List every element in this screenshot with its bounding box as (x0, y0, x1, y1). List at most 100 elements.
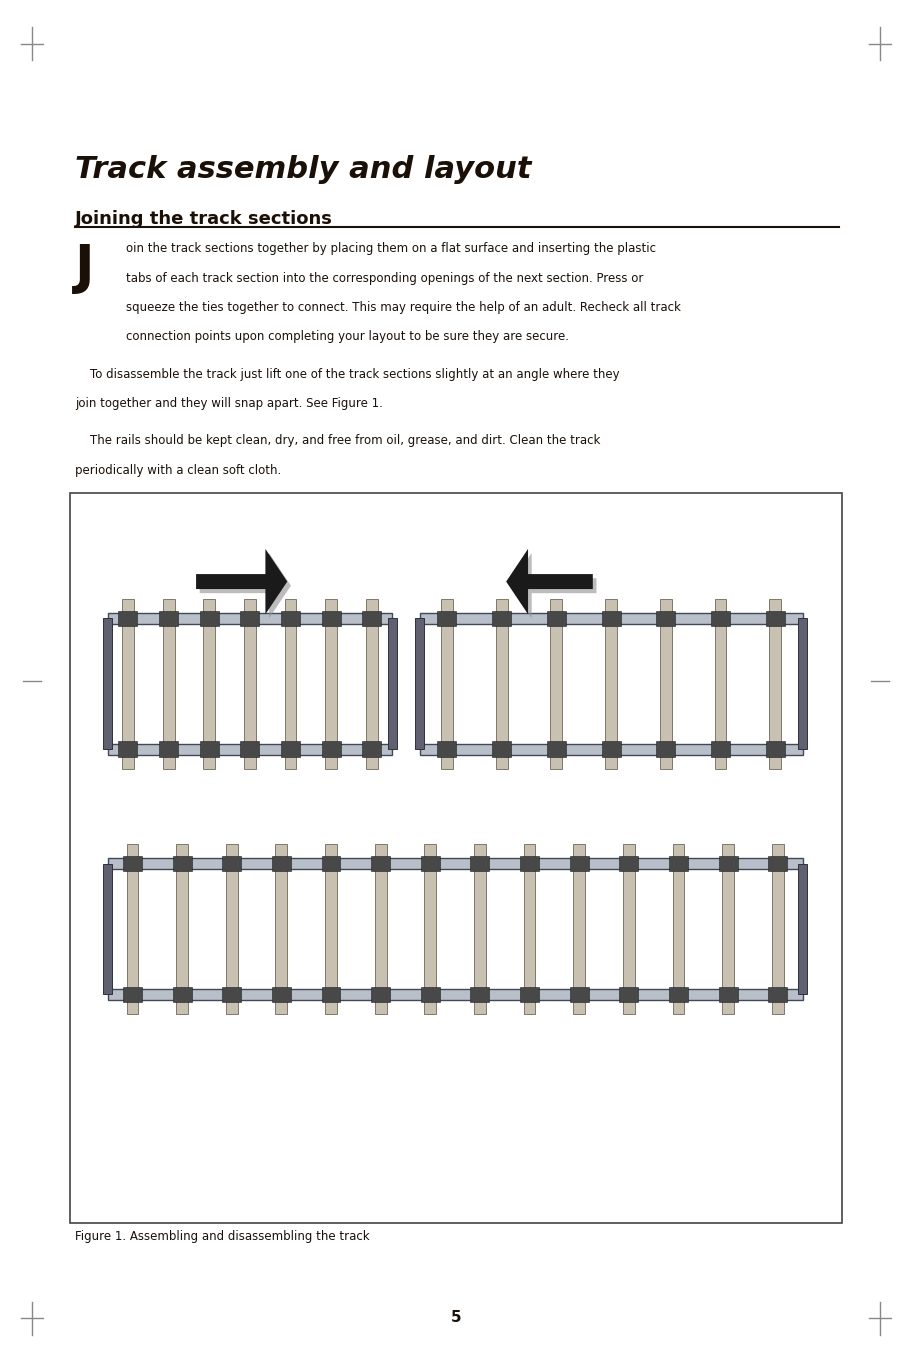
Bar (660, 599, 670, 768)
Bar (519, 986, 538, 1002)
Bar (420, 855, 439, 872)
Text: tabs of each track section into the corresponding openings of the next section. : tabs of each track section into the corr… (126, 272, 642, 285)
Bar (387, 618, 396, 749)
Text: The rails should be kept clean, dry, and free from oil, grease, and dirt. Clean : The rails should be kept clean, dry, and… (75, 434, 599, 448)
Bar (203, 599, 215, 768)
Bar (241, 741, 259, 757)
Bar (470, 855, 489, 872)
Bar (569, 855, 588, 872)
Bar (765, 610, 783, 627)
Text: Joining the track sections: Joining the track sections (75, 210, 333, 227)
Bar (419, 613, 802, 624)
Bar (103, 618, 112, 749)
Bar (767, 986, 786, 1002)
Bar (159, 741, 178, 757)
Bar (159, 610, 178, 627)
Bar (222, 986, 241, 1002)
Bar (226, 844, 238, 1013)
Bar (172, 986, 191, 1002)
Bar (362, 610, 381, 627)
Bar (470, 986, 489, 1002)
Bar (118, 610, 138, 627)
Bar (424, 844, 435, 1013)
Bar (619, 986, 638, 1002)
Text: connection points upon completing your layout to be sure they are secure.: connection points upon completing your l… (126, 331, 568, 343)
Bar (671, 844, 683, 1013)
Bar (622, 844, 634, 1013)
Text: periodically with a clean soft cloth.: periodically with a clean soft cloth. (75, 464, 281, 477)
Bar (374, 844, 386, 1013)
Bar (718, 986, 737, 1002)
Bar (275, 844, 287, 1013)
Bar (325, 599, 337, 768)
Bar (200, 741, 219, 757)
Bar (118, 741, 138, 757)
Bar (172, 855, 191, 872)
Bar (718, 855, 737, 872)
Bar (656, 741, 674, 757)
Bar (474, 844, 486, 1013)
Text: squeeze the ties together to connect. This may require the help of an adult. Rec: squeeze the ties together to connect. Th… (126, 301, 680, 315)
Bar (547, 741, 565, 757)
Bar (371, 855, 390, 872)
Bar (371, 986, 390, 1002)
Bar (70, 493, 841, 1223)
Bar (241, 610, 259, 627)
Bar (547, 610, 565, 627)
Bar (669, 986, 687, 1002)
Polygon shape (506, 549, 592, 614)
Bar (324, 844, 336, 1013)
Text: Figure 1. Assembling and disassembling the track: Figure 1. Assembling and disassembling t… (75, 1230, 369, 1244)
Bar (767, 855, 786, 872)
Bar (122, 599, 134, 768)
Text: Track assembly and layout: Track assembly and layout (75, 155, 531, 184)
Bar (711, 610, 729, 627)
Bar (496, 599, 507, 768)
Bar (605, 599, 617, 768)
Bar (322, 741, 341, 757)
Bar (123, 855, 142, 872)
Bar (281, 610, 300, 627)
Bar (322, 855, 340, 872)
Bar (519, 855, 538, 872)
Bar (127, 844, 138, 1013)
Text: 5: 5 (450, 1309, 461, 1325)
Bar (107, 744, 392, 755)
Text: J: J (75, 242, 95, 294)
Text: To disassemble the track just lift one of the track sections slightly at an angl: To disassemble the track just lift one o… (75, 368, 619, 381)
Bar (711, 741, 729, 757)
Bar (669, 855, 687, 872)
Bar (797, 864, 806, 994)
Bar (176, 844, 188, 1013)
Bar (107, 613, 392, 624)
Bar (271, 855, 291, 872)
Bar (281, 741, 300, 757)
Bar (107, 858, 802, 869)
Bar (523, 844, 535, 1013)
Bar (103, 864, 112, 994)
Bar (244, 599, 255, 768)
Bar (322, 610, 341, 627)
Bar (365, 599, 377, 768)
Bar (601, 610, 619, 627)
Bar (714, 599, 726, 768)
Bar (771, 844, 783, 1013)
Bar (123, 986, 142, 1002)
Bar (492, 741, 510, 757)
Bar (271, 986, 291, 1002)
Bar (222, 855, 241, 872)
Bar (362, 741, 381, 757)
Bar (797, 618, 806, 749)
Bar (441, 599, 452, 768)
Bar (415, 618, 424, 749)
Bar (107, 989, 802, 1000)
Bar (573, 844, 585, 1013)
Bar (492, 610, 510, 627)
Bar (437, 741, 456, 757)
Polygon shape (200, 553, 291, 618)
Text: oin the track sections together by placing them on a flat surface and inserting : oin the track sections together by placi… (126, 242, 655, 256)
Bar (437, 610, 456, 627)
Bar (200, 610, 219, 627)
Bar (765, 741, 783, 757)
Polygon shape (196, 549, 287, 614)
